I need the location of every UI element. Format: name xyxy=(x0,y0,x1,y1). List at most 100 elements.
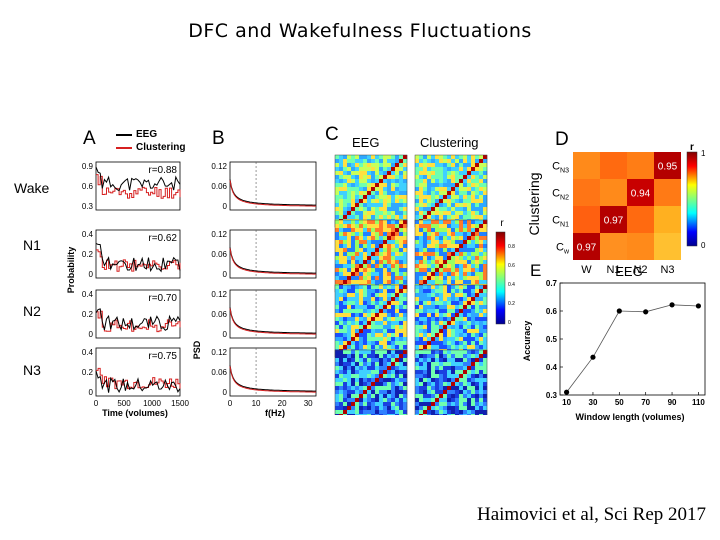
panel-c-cell xyxy=(375,370,380,375)
panel-c-cell xyxy=(443,207,448,212)
panel-c-cell xyxy=(383,345,388,350)
panel-c-cell xyxy=(483,171,488,176)
legend-item-eeg: EEG xyxy=(116,128,185,141)
panel-c-cell xyxy=(399,207,404,212)
panel-c-cell xyxy=(403,199,408,204)
panel-c-cell xyxy=(399,374,404,379)
panel-c-cell xyxy=(335,236,340,241)
panel-c-cell xyxy=(379,187,384,192)
panel-c-cell xyxy=(383,305,388,310)
panel-c-cell xyxy=(343,183,348,188)
panel-c-cell xyxy=(395,199,400,204)
panel-c-cell xyxy=(383,321,388,326)
panel-c-cell xyxy=(439,313,444,318)
panel-d-colorbar xyxy=(686,151,698,247)
panel-c-cell xyxy=(439,378,444,383)
panel-c-cell xyxy=(443,183,448,188)
panel-c-cell xyxy=(343,215,348,220)
panel-c-cell xyxy=(359,337,364,342)
panel-c-cell xyxy=(363,240,368,245)
panel-c-cell xyxy=(403,374,408,379)
panel-c-cell xyxy=(459,264,464,269)
panel-c-cell xyxy=(379,272,384,277)
panel-c-cell xyxy=(423,215,428,220)
panel-c-cell xyxy=(447,211,452,216)
panel-c-cell xyxy=(463,203,468,208)
panel-c-cell xyxy=(443,252,448,257)
panel-c-cell xyxy=(475,386,480,391)
panel-c-cell xyxy=(395,236,400,241)
panel-c-cell xyxy=(419,163,424,168)
panel-c-cell xyxy=(387,179,392,184)
panel-c-cell xyxy=(451,248,456,253)
panel-c-cell xyxy=(343,378,348,383)
panel-c-cell xyxy=(363,398,368,403)
panel-c-cell xyxy=(435,220,440,225)
panel-c-cell xyxy=(483,191,488,196)
panel-c-cell xyxy=(427,285,432,290)
panel-c-cell xyxy=(415,309,420,314)
panel-c-cell xyxy=(379,207,384,212)
panel-c-cell xyxy=(335,325,340,330)
panel-c-cell xyxy=(375,386,380,391)
panel-c-cell xyxy=(435,171,440,176)
panel-c-cell xyxy=(447,187,452,192)
panel-c-cell xyxy=(351,305,356,310)
panel-c-cell xyxy=(455,155,460,160)
panel-c-cell xyxy=(347,220,352,225)
panel-c-cell xyxy=(459,301,464,306)
panel-c-cell xyxy=(427,159,432,164)
panel-c-cell xyxy=(395,358,400,363)
panel-c-cell xyxy=(419,337,424,342)
panel-c-cell xyxy=(395,252,400,257)
panel-c-cell xyxy=(467,260,472,265)
panel-c-cell xyxy=(463,382,468,387)
panel-c-cell xyxy=(455,378,460,383)
panel-c-cell xyxy=(343,358,348,363)
panel-c-cell xyxy=(483,195,488,200)
panel-c-cell xyxy=(471,309,476,314)
panel-c-cell xyxy=(343,187,348,192)
panel-c-cell xyxy=(355,183,360,188)
panel-c-cell xyxy=(467,175,472,180)
panel-c-cell xyxy=(415,398,420,403)
panel-c-cell xyxy=(483,390,488,395)
panel-c-cell xyxy=(395,155,400,160)
panel-c-cell xyxy=(463,211,468,216)
panel-c-cell xyxy=(415,414,420,415)
panel-c-cell xyxy=(339,337,344,342)
panel-c-cell xyxy=(363,199,368,204)
panel-c-cell xyxy=(423,199,428,204)
panel-c-cell xyxy=(479,285,484,290)
panel-c-cell xyxy=(475,167,480,172)
panel-c-cell xyxy=(467,195,472,200)
panel-c-cell xyxy=(363,228,368,233)
panel-c-cell xyxy=(387,232,392,237)
panel-c-cell xyxy=(451,345,456,350)
panel-c-cell xyxy=(391,333,396,338)
panel-c-cell xyxy=(359,309,364,314)
panel-c-cell xyxy=(395,386,400,391)
panel-c-cell xyxy=(443,179,448,184)
panel-c-cell xyxy=(419,220,424,225)
panel-c-cell xyxy=(335,272,340,277)
panel-c-cell xyxy=(375,406,380,411)
panel-c-cell xyxy=(431,289,436,294)
panel-c-cell xyxy=(423,224,428,229)
panel-c-cell xyxy=(367,305,372,310)
panel-a-ylabel: Probability xyxy=(66,247,76,294)
panel-c-cell xyxy=(483,220,488,225)
panel-c-cell xyxy=(443,163,448,168)
panel-c-cell xyxy=(343,171,348,176)
panel-c-cell xyxy=(483,272,488,277)
panel-c-cell xyxy=(419,410,424,415)
panel-c-cell xyxy=(467,240,472,245)
panel-c-cell xyxy=(335,370,340,375)
panel-c-cell xyxy=(391,378,396,383)
panel-c-cell xyxy=(427,187,432,192)
panel-b-ytick: 0.12 xyxy=(211,348,227,357)
panel-c-cell xyxy=(395,240,400,245)
panel-c-cell xyxy=(479,240,484,245)
panel-c-cell xyxy=(399,333,404,338)
panel-c-cell xyxy=(475,345,480,350)
